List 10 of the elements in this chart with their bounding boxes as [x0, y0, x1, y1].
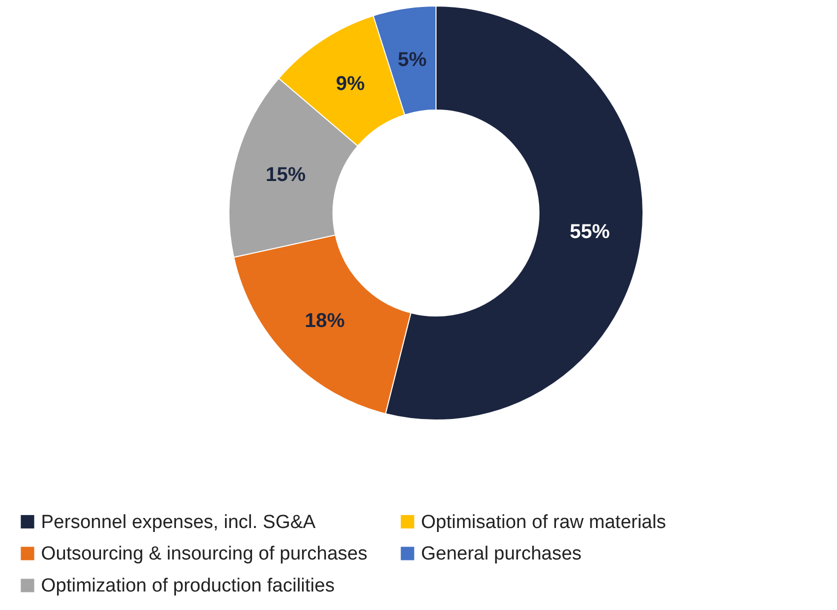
data-label: 55%: [570, 221, 610, 244]
data-label: 15%: [266, 164, 306, 186]
legend-label: General purchases: [421, 544, 582, 564]
legend-label: Optimisation of raw materials: [421, 512, 666, 533]
legend-label: Personnel expenses, incl. SG&A: [41, 512, 316, 533]
data-label: 5%: [398, 48, 427, 71]
legend-label: Outsourcing & insourcing of purchases: [41, 544, 368, 564]
data-label: 9%: [336, 72, 366, 95]
data-label: 18%: [304, 310, 345, 332]
legend-label: Optimization of production facilities: [41, 576, 335, 596]
